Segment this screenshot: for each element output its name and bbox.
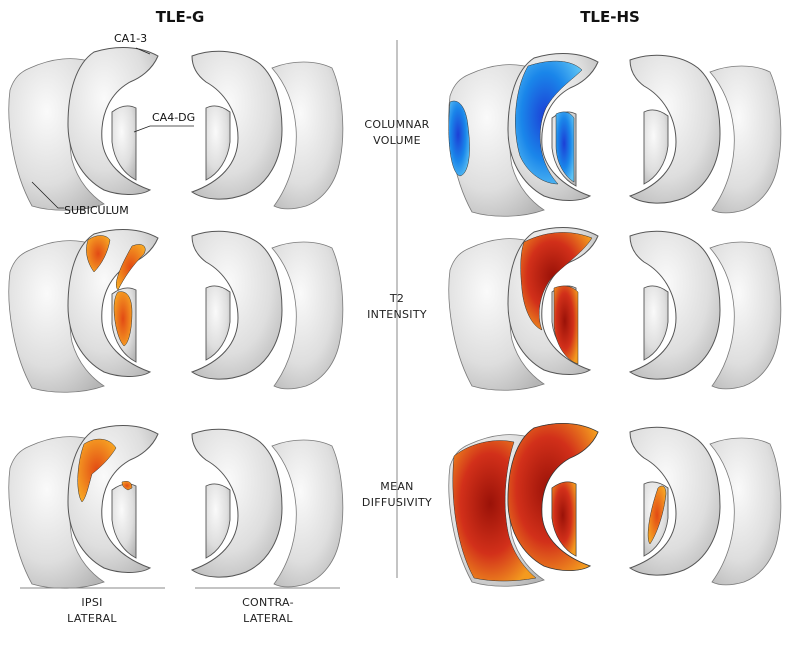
svg-text:LATERAL: LATERAL xyxy=(243,612,293,625)
anatomy-annotations: CA1-3 CA4-DG SUBICULUM xyxy=(31,32,195,217)
measure-label-t2-intensity: T2 INTENSITY xyxy=(367,292,427,321)
side-label-contralateral: CONTRA- LATERAL xyxy=(242,596,294,625)
group-title-tle-g: TLE-G xyxy=(156,8,205,26)
md-increase-ca4dg xyxy=(121,481,133,491)
side-label-ipsilateral: IPSI LATERAL xyxy=(67,596,117,625)
panel-tle-g-contra-md xyxy=(191,428,344,588)
svg-text:CONTRA-: CONTRA- xyxy=(242,596,294,609)
panel-tle-hs-ipsi-t2 xyxy=(448,226,599,391)
panel-tle-g-ipsi-t2 xyxy=(8,228,159,393)
svg-text:VOLUME: VOLUME xyxy=(373,134,421,147)
svg-text:T2: T2 xyxy=(389,292,404,305)
md-increase-contra-ca4dg xyxy=(647,485,667,545)
panel-tle-g-contra-t2 xyxy=(191,230,344,390)
panel-tle-hs-ipsi-volume xyxy=(448,52,599,217)
t2-increase-ca13-b xyxy=(116,244,146,291)
svg-text:IPSI: IPSI xyxy=(81,596,102,609)
panel-tle-hs-contra-md xyxy=(629,426,782,586)
panel-tle-hs-ipsi-md xyxy=(448,422,599,587)
svg-text:COLUMNAR: COLUMNAR xyxy=(364,118,429,131)
label-ca4-dg: CA4-DG xyxy=(152,111,195,124)
svg-text:MEAN: MEAN xyxy=(380,480,413,493)
volume-decrease-subiculum xyxy=(448,100,470,177)
volume-decrease-ca13 xyxy=(515,60,583,185)
md-increase-ca13 xyxy=(507,423,599,571)
t2-increase-ca13-a xyxy=(86,235,111,273)
panel-tle-g-ipsi-volume xyxy=(8,46,159,211)
measure-label-mean-diffusivity: MEAN DIFFUSIVITY xyxy=(362,480,432,509)
panel-tle-g-contra-volume xyxy=(191,50,344,210)
t2-increase-ca13 xyxy=(520,232,593,331)
label-ca1-3: CA1-3 xyxy=(114,32,147,45)
t2-increase-ca4dg xyxy=(113,291,133,347)
label-subiculum: SUBICULUM xyxy=(64,204,129,217)
group-title-tle-hs: TLE-HS xyxy=(580,8,640,26)
panel-tle-hs-contra-volume xyxy=(629,54,782,214)
svg-text:LATERAL: LATERAL xyxy=(67,612,117,625)
panel-tle-g-ipsi-md xyxy=(8,424,159,589)
md-increase-ca13 xyxy=(77,438,117,503)
md-increase-ca4dg xyxy=(551,481,577,557)
panel-tle-hs-contra-t2 xyxy=(629,230,782,390)
t2-increase-ca4dg xyxy=(553,285,579,365)
volume-decrease-ca4dg xyxy=(555,111,575,183)
measure-label-columnar-volume: COLUMNAR VOLUME xyxy=(364,118,429,147)
svg-text:INTENSITY: INTENSITY xyxy=(367,308,427,321)
svg-text:DIFFUSIVITY: DIFFUSIVITY xyxy=(362,496,432,509)
